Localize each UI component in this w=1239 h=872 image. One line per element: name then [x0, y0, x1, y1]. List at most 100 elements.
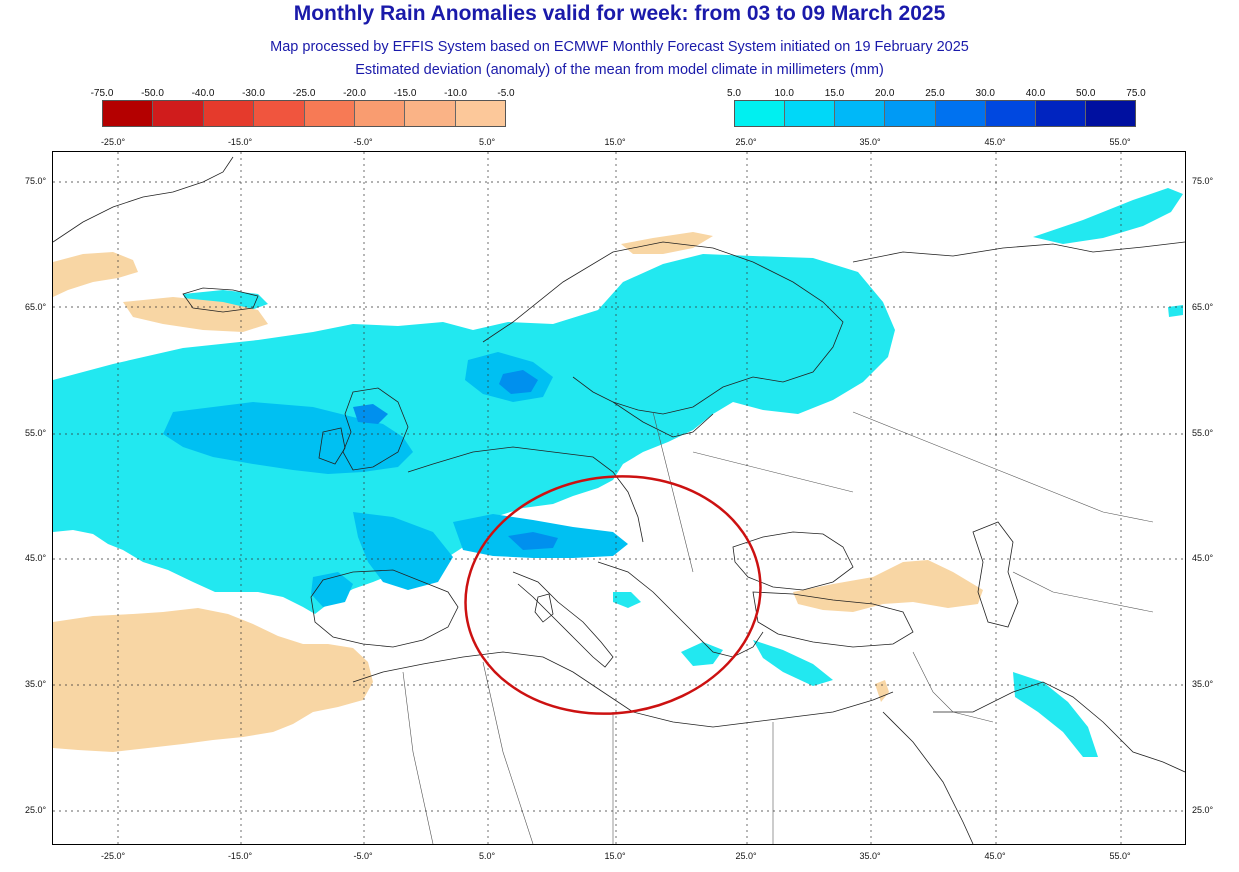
colorbar-negative-swatch-4: [304, 101, 355, 126]
dry-region-caucasus: [793, 560, 983, 612]
lat-label-left-5: 25.0°: [25, 805, 47, 815]
colorbar-positive-swatch-2: [835, 101, 886, 126]
colorbar-negative-swatch-1: [153, 101, 204, 126]
coast-arabia: [933, 681, 1186, 773]
lat-label-right-5: 25.0°: [1192, 805, 1214, 815]
wet-core-iberia-nw: [311, 572, 353, 607]
lon-label-bottom-8: 55.0°: [1109, 851, 1131, 861]
lon-label-top-4: 15.0°: [604, 137, 626, 147]
lon-label-bottom-0: -25.0°: [100, 851, 126, 861]
wet-region-barents: [1033, 188, 1183, 244]
colorbar-negative-swatch-3: [254, 101, 305, 126]
colorbar-negative-swatch-0: [103, 101, 154, 126]
lon-label-top-0: -25.0°: [100, 137, 126, 147]
wet-region-italy-adriatic: [613, 592, 641, 608]
colorbar-negative-swatch-5: [354, 101, 406, 126]
colorbar-negative-label-5: -20.0: [343, 88, 366, 99]
coast-italy: [512, 571, 614, 668]
dry-region-greenland: [53, 252, 138, 297]
graticule: [53, 152, 1185, 844]
dry-region-scandinavia-north: [621, 232, 713, 254]
border-eastern-europe: [652, 411, 694, 573]
wet-peak-alps: [508, 532, 558, 550]
coast-iberia: [310, 569, 459, 648]
coast-greenland: [52, 156, 234, 243]
border-ukraine: [692, 451, 854, 493]
colorbar-positive-swatch-7: [1085, 101, 1135, 126]
coast-red-sea: [882, 711, 974, 845]
country-borders: [402, 411, 1154, 845]
coast-british-isles: [342, 387, 409, 471]
colorbar-positive: [734, 100, 1136, 127]
colorbar-negative-label-8: -5.0: [497, 88, 515, 99]
colorbar-negative-label-2: -40.0: [191, 88, 215, 99]
colorbar-positive-label-6: 40.0: [1025, 88, 1046, 99]
colorbar-positive-label-1: 10.0: [774, 88, 794, 99]
map-title: Monthly Rain Anomalies valid for week: f…: [293, 2, 946, 25]
colorbar-negative: [102, 100, 506, 127]
lat-label-right-3: 45.0°: [1192, 553, 1214, 563]
border-algeria: [482, 661, 534, 845]
coast-iceland: [182, 287, 259, 313]
lon-label-bottom-4: 15.0°: [604, 851, 626, 861]
colorbar-positive-label-0: 5.0: [727, 88, 741, 99]
wet-peak-norway: [499, 370, 538, 394]
colorbar-negative-swatch-6: [405, 101, 456, 126]
lon-label-bottom-7: 45.0°: [984, 851, 1006, 861]
wet-peak-scotland: [353, 404, 388, 424]
colorbar-positive-swatch-5: [985, 101, 1036, 126]
map-subtitle-description: Estimated deviation (anomaly) of the mea…: [355, 62, 884, 78]
wet-region-persian-gulf: [1013, 672, 1098, 757]
colorbar-negative-label-0: -75.0: [90, 88, 114, 99]
coast-ireland: [318, 427, 346, 465]
coastlines: [52, 156, 1186, 845]
colorbar-negative-swatch-7: [455, 101, 505, 126]
dry-region-atlantic-subtropics: [53, 608, 373, 752]
border-russia-kazakhstan: [852, 411, 1154, 523]
colorbar-positive-label-4: 25.0: [925, 88, 945, 99]
colorbar-positive-swatch-0: [735, 101, 786, 126]
lon-label-bottom-6: 35.0°: [859, 851, 881, 861]
map-area: [52, 151, 1186, 845]
border-north-africa: [402, 671, 434, 845]
colorbar-positive-swatch-4: [935, 101, 986, 126]
lon-label-bottom-3: 5.0°: [478, 851, 496, 861]
colorbar-positive-label-7: 50.0: [1076, 88, 1096, 99]
coast-arctic-russia: [852, 241, 1186, 263]
wet-core-british-isles: [163, 402, 413, 474]
coast-caspian: [972, 521, 1019, 628]
lon-label-top-8: 55.0°: [1109, 137, 1131, 147]
colorbar-negative-label-7: -10.0: [444, 88, 467, 99]
coast-north-africa: [352, 651, 894, 728]
lat-label-right-4: 35.0°: [1192, 679, 1214, 689]
colorbar-positive-label-2: 15.0: [824, 88, 845, 99]
colorbar-positive-label-5: 30.0: [975, 88, 995, 99]
colorbar-negative-label-6: -15.0: [393, 88, 417, 99]
colorbar-positive-swatch-6: [1035, 101, 1086, 126]
coast-sardinia: [534, 593, 554, 623]
lat-label-left-1: 65.0°: [25, 302, 47, 312]
lon-label-bottom-2: -5.0°: [353, 851, 373, 861]
coast-baltic: [612, 401, 714, 438]
lat-label-left-2: 55.0°: [25, 428, 47, 438]
wet-region-caspian: [1168, 305, 1183, 317]
border-central-asia: [1012, 571, 1154, 613]
colorbar-negative-label-4: -25.0: [292, 88, 316, 99]
lon-label-bottom-5: 25.0°: [735, 851, 757, 861]
colorbar-positive-label-3: 20.0: [875, 88, 895, 99]
lat-label-right-2: 55.0°: [1192, 428, 1214, 438]
lon-label-top-1: -15.0°: [227, 137, 253, 147]
lon-label-top-5: 25.0°: [735, 137, 757, 147]
dry-region-iceland-south: [123, 297, 268, 332]
lon-label-top-7: 45.0°: [984, 137, 1006, 147]
lat-label-right-1: 65.0°: [1192, 302, 1214, 312]
lat-label-left-3: 45.0°: [25, 553, 47, 563]
colorbar-negative-label-3: -30.0: [242, 88, 265, 99]
coast-scandinavia: [482, 241, 844, 415]
colorbar-positive-label-8: 75.0: [1126, 88, 1146, 99]
wet-region-turkey-coast: [753, 640, 833, 686]
colorbar-negative-swatch-2: [203, 101, 255, 126]
lat-label-left-0: 75.0°: [25, 176, 47, 186]
dry-region-levant: [875, 680, 889, 702]
colorbar-negative-label-1: -50.0: [141, 88, 164, 99]
